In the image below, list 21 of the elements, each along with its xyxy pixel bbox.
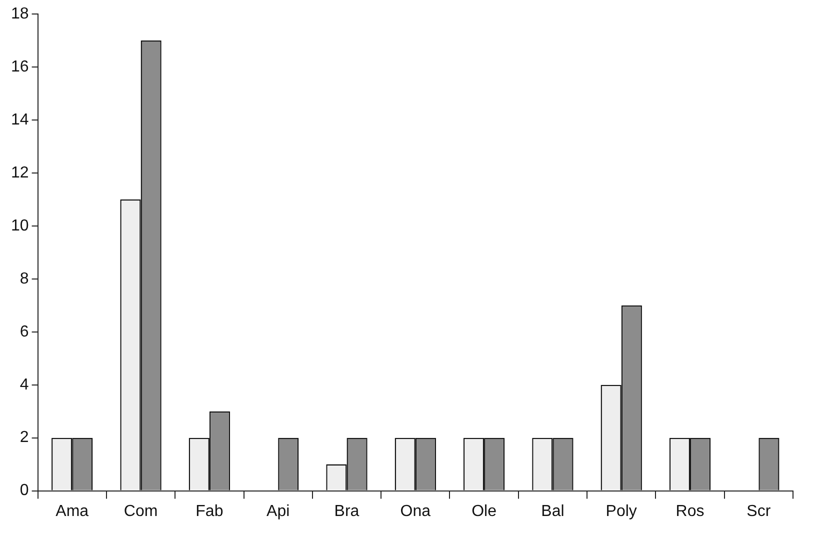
y-tick-label: 16: [11, 58, 29, 76]
x-tick-label: Scr: [746, 502, 772, 520]
x-tick-label: Ama: [56, 502, 89, 520]
x-tick-label: Ole: [472, 502, 497, 520]
x-tick-label: Fab: [196, 502, 224, 520]
y-tick-label: 2: [20, 429, 29, 446]
x-tick-label: Bal: [541, 502, 564, 520]
y-tick-label: 8: [20, 270, 29, 288]
y-tick-label: 6: [20, 323, 29, 340]
y-tick-label: 10: [11, 217, 29, 234]
y-tick-label: 0: [20, 482, 29, 500]
x-tick-label: Poly: [606, 502, 637, 520]
x-tick-label: Com: [124, 502, 158, 520]
x-tick-label: Ros: [676, 502, 704, 520]
x-tick-label: Bra: [334, 502, 360, 520]
y-tick-label: 12: [11, 164, 29, 182]
y-tick-label: 14: [11, 111, 29, 128]
y-tick-label: 4: [20, 376, 29, 394]
y-tick-label: 18: [11, 5, 29, 22]
x-tick-label: Api: [266, 502, 290, 520]
x-tick-label: Ona: [400, 502, 431, 520]
